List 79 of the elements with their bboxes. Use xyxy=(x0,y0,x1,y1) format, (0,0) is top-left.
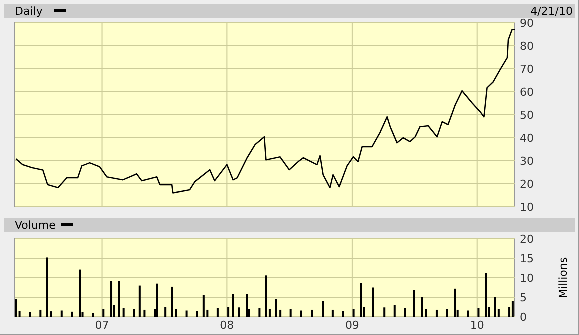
bar xyxy=(196,311,198,317)
bar xyxy=(478,308,480,317)
bar xyxy=(322,301,324,317)
bar xyxy=(332,310,334,317)
bar xyxy=(265,276,268,317)
bar xyxy=(232,294,234,317)
y-tick-label: 10 xyxy=(520,200,534,214)
legend-label: Daily xyxy=(15,5,44,18)
y-tick-label: 40 xyxy=(520,132,534,145)
bar xyxy=(202,295,205,317)
bar xyxy=(29,312,32,317)
bar xyxy=(238,308,240,317)
bar xyxy=(404,308,406,317)
bar xyxy=(413,290,416,317)
bar xyxy=(216,308,219,317)
text: 4/21/10 xyxy=(530,5,573,18)
bar xyxy=(512,301,514,317)
bar xyxy=(436,310,438,317)
y-tick-label: 20 xyxy=(520,232,534,246)
bar xyxy=(156,284,158,317)
bar xyxy=(133,309,136,317)
bar xyxy=(79,270,82,317)
bar xyxy=(171,286,174,317)
bar xyxy=(102,309,105,317)
bar xyxy=(467,310,470,317)
y-tick-label: 50 xyxy=(520,108,534,122)
y-tick-label: 60 xyxy=(520,86,534,99)
bar xyxy=(352,309,355,317)
bar xyxy=(40,310,42,317)
bar xyxy=(228,307,230,317)
bar xyxy=(246,294,248,317)
bar xyxy=(118,281,120,317)
bar xyxy=(360,283,362,317)
x-tick-label: 07 xyxy=(95,319,110,332)
bar xyxy=(280,310,282,317)
bar xyxy=(268,309,271,317)
y-tick-label: 10 xyxy=(520,272,534,285)
bar xyxy=(92,313,94,317)
bar xyxy=(110,281,113,317)
bar xyxy=(372,288,374,317)
bar xyxy=(446,309,448,317)
y-tick-label: 30 xyxy=(520,154,534,168)
bar xyxy=(46,258,48,317)
y-tick-label: 5 xyxy=(520,291,527,304)
bar xyxy=(425,309,428,317)
bar xyxy=(18,311,21,317)
bar xyxy=(258,308,261,317)
bar xyxy=(186,310,188,317)
bar xyxy=(300,310,302,317)
bar xyxy=(454,288,456,317)
x-tick-label: 09 xyxy=(345,319,360,332)
bar xyxy=(164,307,167,317)
bar xyxy=(485,273,488,317)
legend-label: Volume xyxy=(15,219,56,232)
bar xyxy=(138,286,141,317)
y-tick-label: 80 xyxy=(520,40,534,53)
line-series xyxy=(15,29,516,194)
y-tick-label: 15 xyxy=(520,252,534,266)
y-tick-label: 20 xyxy=(520,178,534,191)
bar xyxy=(144,310,146,317)
bar xyxy=(175,309,178,317)
y-tick-label: 0 xyxy=(520,310,527,324)
x-tick-label: 10 xyxy=(470,319,484,332)
bar xyxy=(275,299,278,317)
y-axis-title: Millions xyxy=(557,257,570,299)
bar xyxy=(122,308,125,317)
bar xyxy=(311,310,314,317)
bar xyxy=(71,312,74,317)
x-tick-label: 08 xyxy=(220,319,234,332)
y-tick-label: 70 xyxy=(520,62,534,76)
bar xyxy=(394,305,396,317)
y-tick-label: 90 xyxy=(520,16,534,30)
bar xyxy=(342,311,344,317)
bar xyxy=(384,308,386,317)
bar xyxy=(50,312,52,317)
bar xyxy=(60,310,63,317)
bar xyxy=(421,298,424,317)
bar xyxy=(494,298,496,317)
bar xyxy=(290,309,292,317)
